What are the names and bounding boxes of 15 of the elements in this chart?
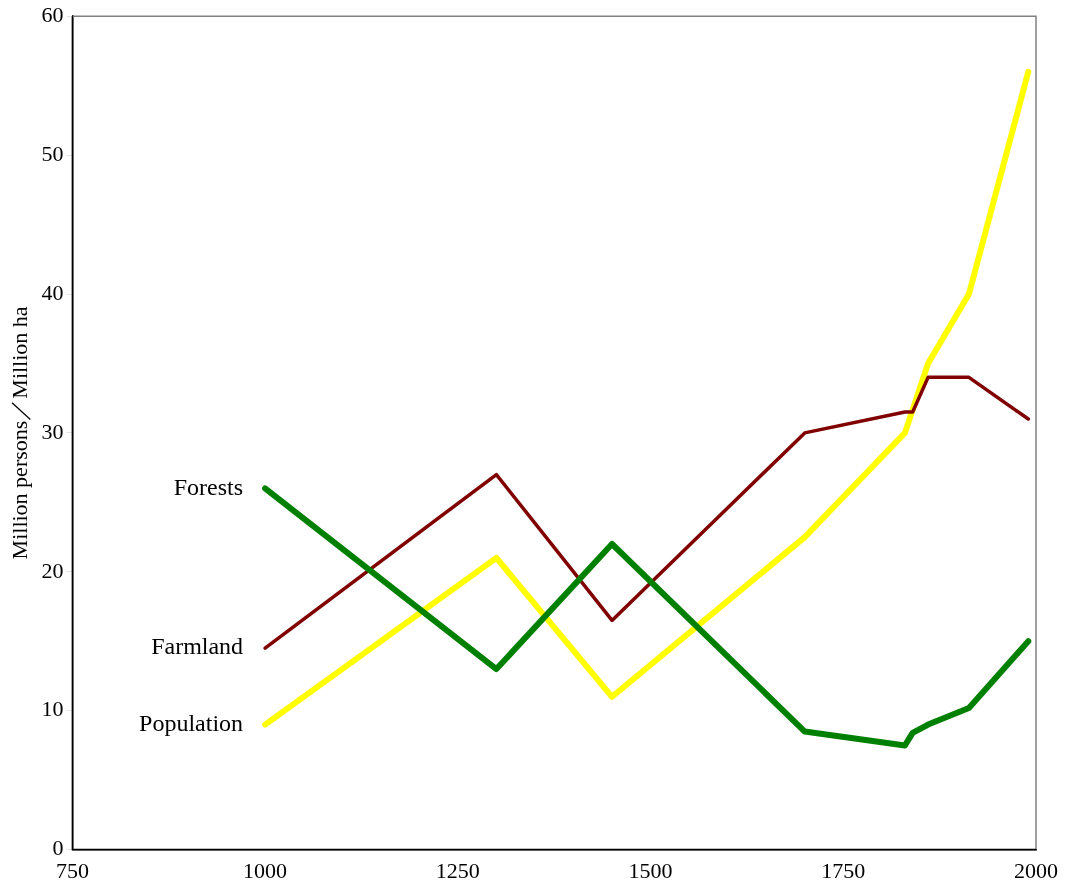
y-tick-label: 40	[41, 279, 64, 305]
x-tick-label: 1750	[821, 857, 866, 883]
y-tick-label: 10	[41, 696, 64, 722]
series-label: Population	[139, 709, 244, 736]
series-label: Forests	[173, 473, 244, 500]
x-tick-label: 1500	[628, 857, 673, 883]
x-tick-label: 2000	[1014, 857, 1058, 883]
y-tick-label: 50	[41, 140, 64, 166]
y-tick-label: 30	[41, 418, 64, 444]
x-tick-label: 1000	[243, 857, 288, 883]
y-tick-label: 20	[41, 557, 64, 583]
y-axis-title: Million persons／Million ha	[6, 306, 32, 560]
series-label: Farmland	[151, 633, 244, 660]
y-tick-label: 60	[41, 1, 64, 27]
x-tick-label: 1250	[435, 857, 480, 883]
